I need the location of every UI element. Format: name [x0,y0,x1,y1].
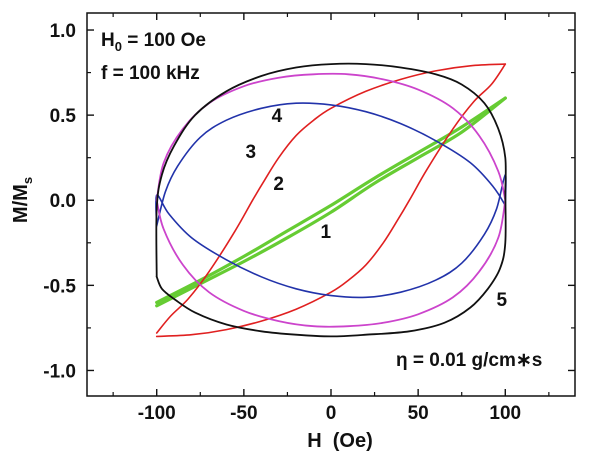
series-5-upper-branch [155,62,507,278]
annotation-h0-main: H [101,30,115,51]
annotation-viscosity: η = 0.01 g/cm∗s [396,350,542,371]
y-tick-label: 0.5 [50,106,77,127]
annotation-frequency: f = 100 kHz [101,63,200,84]
curve-labels: 432 1 5 [246,106,508,311]
y-tick-label: 0.0 [50,191,76,212]
y-axis-label: M/Ms [10,177,35,223]
series-curve-3 [155,102,507,299]
series-curve-4 [155,72,507,328]
y-tick-label: 1.0 [50,21,76,42]
curve-label-3: 3 [246,142,257,163]
series-3-lower-branch [155,173,507,299]
series-1-lower-branch [155,96,507,308]
series-2-lower-branch [155,63,507,338]
series-2-upper-branch [155,63,507,334]
x-tick-label: 0 [326,403,337,424]
curve-label-5: 5 [497,290,508,311]
y-tick-label: -0.5 [43,276,76,297]
annotation-h0-sub: 0 [115,39,122,54]
y-axis-label-main: M/M [10,184,32,223]
series-4-lower-branch [155,199,507,328]
x-axis: -100 -50 0 50 100 [112,13,550,424]
series-curve-2 [155,63,507,338]
x-tick-label: 100 [489,403,521,424]
series-3-upper-branch [155,102,507,227]
curve-label-4: 4 [272,106,283,127]
y-axis: -1.0 -0.5 0.0 0.5 1.0 [43,21,575,382]
x-tick-label: -100 [138,403,176,424]
x-tick-label: -50 [230,403,257,424]
series-5-lower-branch [155,190,507,338]
y-axis-label-sub: s [20,177,35,184]
series-4-upper-branch [155,72,507,202]
x-tick-label: 50 [408,403,429,424]
annotation-h0: H0 = 100 Oe [101,30,206,54]
curve-label-2: 2 [273,174,284,195]
curve-label-1: 1 [320,222,331,243]
series-curve-5 [155,62,507,338]
series-layer [155,62,507,338]
y-tick-label: -1.0 [43,361,76,382]
x-axis-label: H (Oe) [307,430,373,452]
annotation-h0-rest: = 100 Oe [122,30,206,51]
